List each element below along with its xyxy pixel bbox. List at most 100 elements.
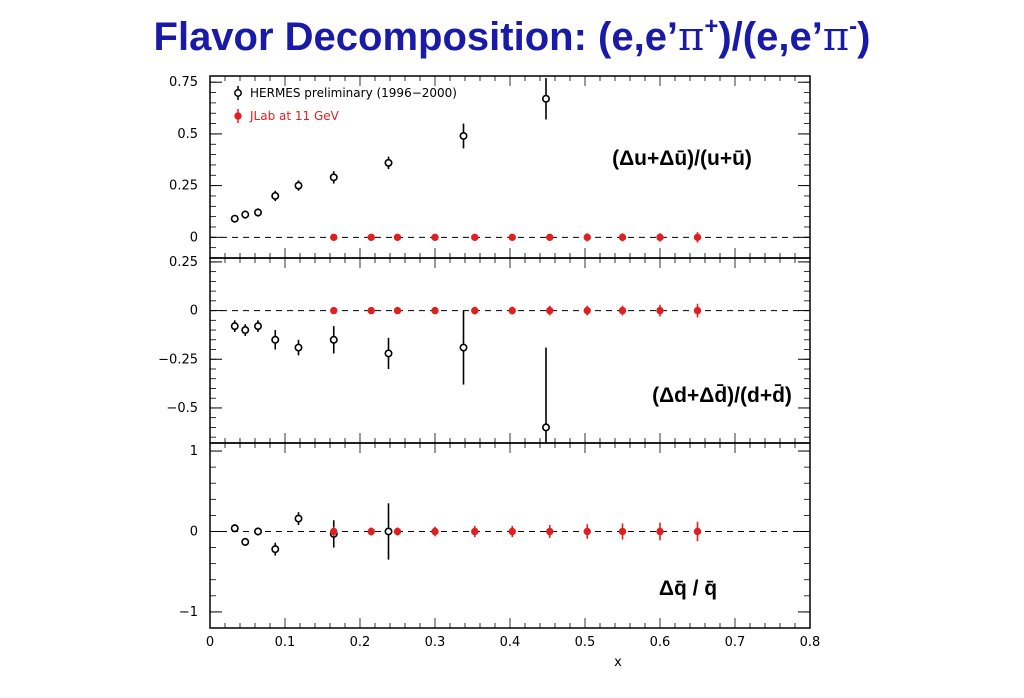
y-tick-label: 0.25 xyxy=(169,255,198,270)
data-point xyxy=(459,131,468,140)
data-point xyxy=(546,233,554,242)
data-point xyxy=(656,306,664,315)
panel-2: −0.5 −0.25 0 0.25 (Δd+Δd̄)/(d+d̄) xyxy=(158,255,811,444)
x-tick-label: 0.8 xyxy=(800,635,821,650)
data-point xyxy=(546,527,554,536)
data-point xyxy=(254,527,263,536)
panel-3: −1 0 1 Δq̄ / q̄ xyxy=(179,442,811,629)
data-point xyxy=(459,343,468,352)
y-tick-label: −1 xyxy=(179,605,198,620)
data-point xyxy=(367,233,375,242)
data-point xyxy=(230,214,239,223)
title-sup-minus: - xyxy=(849,13,858,40)
data-point xyxy=(271,545,280,554)
data-point xyxy=(583,233,591,242)
title-pi-plus: π xyxy=(678,14,705,60)
data-point xyxy=(367,306,375,315)
x-axis-label: x xyxy=(614,655,622,670)
data-point xyxy=(508,306,516,315)
series-jlab xyxy=(330,303,702,318)
data-point xyxy=(294,343,303,352)
data-point xyxy=(693,306,702,315)
y-tick-label: 0 xyxy=(190,304,198,319)
y-tick-label: 1 xyxy=(190,444,198,459)
data-point xyxy=(618,527,627,536)
series-jlab xyxy=(330,232,702,243)
title-prefix: Flavor Decomposition: (e,e’ xyxy=(153,15,679,59)
data-point xyxy=(431,527,439,536)
x-tick-label: 0.5 xyxy=(575,635,596,650)
data-point xyxy=(583,527,591,536)
data-point xyxy=(618,233,627,242)
x-tick-label: 0.6 xyxy=(650,635,671,650)
x-tick-label: 0.4 xyxy=(500,635,521,650)
data-point xyxy=(431,233,439,242)
panel-frame xyxy=(209,442,811,629)
data-point xyxy=(656,527,664,536)
y-tick-label: 0 xyxy=(190,230,198,245)
data-point xyxy=(541,423,550,432)
data-point xyxy=(230,322,239,331)
x-tick-label: 0.2 xyxy=(350,635,371,650)
data-point xyxy=(508,233,516,242)
y-tick-label: −0.25 xyxy=(158,352,198,367)
panel-1: 0 0.25 0.5 0.75 (Δu+Δū)/(u+ū) xyxy=(169,75,811,259)
series-hermes xyxy=(230,310,550,443)
data-point xyxy=(693,527,702,536)
y-tick-label: 0.5 xyxy=(177,127,198,142)
data-point xyxy=(431,306,439,315)
data-point xyxy=(393,306,402,315)
data-point xyxy=(471,233,479,242)
data-point xyxy=(329,335,338,344)
data-point xyxy=(618,306,627,315)
data-point xyxy=(294,514,303,523)
data-point xyxy=(254,208,263,217)
data-point xyxy=(254,322,263,331)
data-point xyxy=(230,524,239,533)
data-point xyxy=(546,306,554,315)
legend-entry: HERMES preliminary (1996−2000) xyxy=(250,86,457,100)
legend-entry: JLab at 11 GeV xyxy=(249,109,340,123)
data-point xyxy=(384,527,393,536)
data-point xyxy=(330,527,338,536)
title-pi-minus: π xyxy=(822,14,850,60)
y-tick-label: 0.75 xyxy=(169,75,198,90)
title-sup-plus: + xyxy=(704,13,719,40)
data-point xyxy=(541,94,550,103)
data-point xyxy=(241,210,250,219)
page-title: Flavor Decomposition: (e,e’π+)/(e,e’π-) xyxy=(0,14,1024,60)
data-point xyxy=(330,306,338,315)
data-point xyxy=(471,306,479,315)
x-tick-label: 0.7 xyxy=(725,635,746,650)
data-point xyxy=(329,173,338,182)
data-point xyxy=(656,233,664,242)
legend-marker xyxy=(234,112,242,120)
data-point xyxy=(384,349,393,358)
data-point xyxy=(241,537,250,546)
title-suffix: ) xyxy=(857,15,871,59)
data-point xyxy=(294,181,303,190)
x-tick-label: 0.1 xyxy=(275,635,296,650)
x-tick-label: 0.3 xyxy=(425,635,446,650)
legend: HERMES preliminary (1996−2000) JLab at 11… xyxy=(234,86,457,123)
data-point xyxy=(271,191,280,200)
data-point xyxy=(583,306,591,315)
x-tick-label: 0 xyxy=(206,635,214,650)
series-jlab xyxy=(330,521,702,542)
data-point xyxy=(271,335,280,344)
legend-marker xyxy=(234,89,242,97)
panel-label: Δq̄ / q̄ xyxy=(659,577,717,600)
data-point xyxy=(393,233,402,242)
series-hermes xyxy=(230,503,393,560)
series-hermes xyxy=(230,78,550,223)
panel-label: (Δd+Δd̄)/(d+d̄) xyxy=(652,384,792,407)
data-point xyxy=(393,527,402,536)
y-tick-label: 0 xyxy=(190,524,198,539)
data-point xyxy=(330,233,338,242)
data-point xyxy=(241,326,250,335)
data-point xyxy=(384,158,393,167)
data-point xyxy=(693,233,702,242)
data-point xyxy=(471,527,479,536)
title-mid: )/(e,e’ xyxy=(718,15,823,59)
